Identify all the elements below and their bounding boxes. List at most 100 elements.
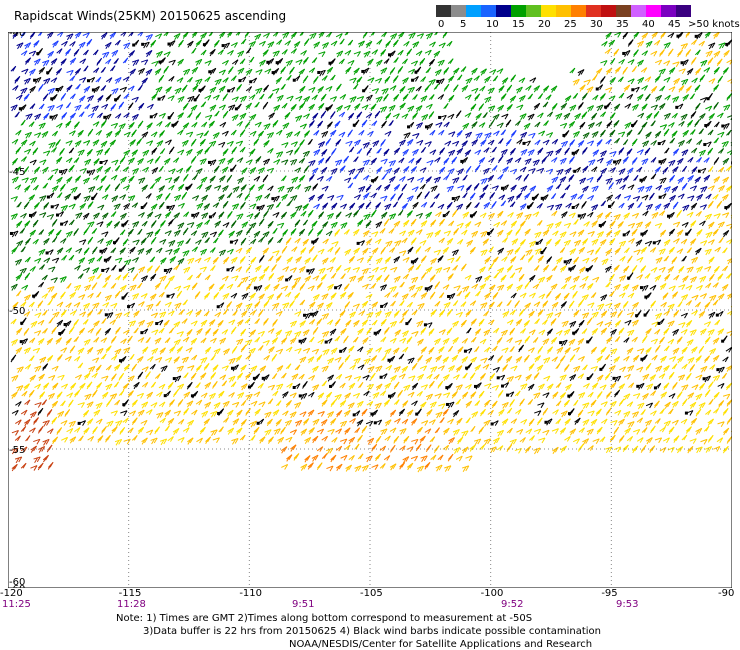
wind-barb xyxy=(69,291,76,300)
wind-barb xyxy=(564,436,571,442)
wind-barb xyxy=(383,93,389,102)
wind-barb xyxy=(210,429,218,436)
wind-barb xyxy=(50,58,58,66)
wind-barb xyxy=(509,438,517,446)
wind-barb xyxy=(600,401,608,407)
wind-barb xyxy=(624,103,632,109)
wind-barb xyxy=(722,407,729,416)
wind-barb xyxy=(18,104,27,112)
wind-barb xyxy=(95,364,102,373)
wind-barb xyxy=(168,76,175,82)
wind-barb xyxy=(622,444,629,453)
wind-barb xyxy=(519,292,527,299)
wind-barb xyxy=(726,382,733,391)
wind-barb xyxy=(389,409,397,417)
wind-barb xyxy=(131,399,138,407)
wind-barb xyxy=(488,319,495,326)
wind-barb xyxy=(28,50,37,57)
wind-barb xyxy=(165,86,172,94)
wind-barb xyxy=(555,329,563,336)
wind-barb xyxy=(68,399,74,408)
wind-barb xyxy=(560,102,568,111)
wind-barb xyxy=(721,140,729,148)
wind-barb xyxy=(115,113,122,119)
colorbar-tick-label: 25 xyxy=(564,19,577,30)
wind-barb xyxy=(183,407,190,416)
wind-barb xyxy=(682,129,689,138)
wind-barb xyxy=(649,192,655,201)
wind-barb xyxy=(406,462,414,471)
wind-barb xyxy=(254,211,261,220)
wind-barb xyxy=(479,283,487,291)
wind-barb xyxy=(509,346,515,353)
wind-barb xyxy=(226,301,233,309)
wind-barb xyxy=(208,30,214,37)
wind-barb xyxy=(120,410,128,417)
wind-barb xyxy=(420,455,428,462)
wind-barb xyxy=(717,131,725,138)
wind-barb xyxy=(344,177,352,184)
wind-barb xyxy=(538,293,546,300)
wind-barb xyxy=(311,94,318,101)
wind-barb xyxy=(447,168,455,176)
wind-barb xyxy=(122,272,129,281)
wind-barb xyxy=(680,329,688,335)
wind-barb xyxy=(532,337,539,343)
wind-barb xyxy=(298,228,306,237)
longitude-tick-label: -95 xyxy=(601,588,618,599)
wind-barb xyxy=(255,87,263,95)
wind-barb xyxy=(55,85,64,93)
wind-barb xyxy=(726,223,734,230)
wind-barb xyxy=(294,402,302,409)
wind-barb xyxy=(324,337,333,344)
wind-barb xyxy=(365,220,372,229)
wind-barb xyxy=(408,68,416,75)
wind-barb xyxy=(65,102,72,109)
wind-barb xyxy=(660,301,667,308)
wind-barb xyxy=(446,308,453,317)
wind-barb xyxy=(110,247,117,254)
wind-barb xyxy=(659,124,668,130)
wind-barb xyxy=(154,337,162,345)
wind-barb xyxy=(201,121,208,128)
wind-barb xyxy=(475,290,481,297)
wind-barb xyxy=(371,88,380,94)
wind-barb xyxy=(394,418,401,424)
wind-barb xyxy=(590,365,598,372)
wind-barb xyxy=(114,129,122,138)
wind-barb xyxy=(204,76,211,83)
wind-barb xyxy=(294,348,302,354)
wind-barb xyxy=(291,282,298,290)
wind-barb xyxy=(686,339,694,347)
wind-barb xyxy=(392,347,400,355)
wind-barb xyxy=(676,446,684,454)
wind-barb xyxy=(375,184,382,191)
wind-barb xyxy=(375,453,381,462)
wind-barb xyxy=(248,347,256,355)
wind-barb xyxy=(483,202,491,210)
wind-barb xyxy=(618,202,625,209)
wind-barb xyxy=(271,68,280,76)
wind-barb xyxy=(457,346,464,354)
wind-barb xyxy=(606,158,613,167)
wind-barb xyxy=(586,373,594,381)
wind-barb xyxy=(158,401,166,408)
wind-barb xyxy=(166,293,175,299)
wind-barb xyxy=(236,427,243,435)
wind-barb xyxy=(722,229,730,238)
wind-barb xyxy=(505,355,513,364)
wind-barb xyxy=(320,273,327,282)
wind-barb xyxy=(222,59,229,66)
wind-barb xyxy=(461,356,469,364)
wind-barb xyxy=(336,83,342,92)
wind-barb xyxy=(509,168,518,175)
wind-barb xyxy=(588,159,596,166)
wind-barb xyxy=(654,203,662,211)
wind-barb xyxy=(429,149,437,156)
wind-barb xyxy=(376,147,382,154)
wind-barb xyxy=(367,77,375,84)
wind-barb xyxy=(356,111,363,120)
wind-barb xyxy=(123,112,130,119)
wind-barb xyxy=(408,157,415,164)
wind-barb xyxy=(55,229,62,238)
